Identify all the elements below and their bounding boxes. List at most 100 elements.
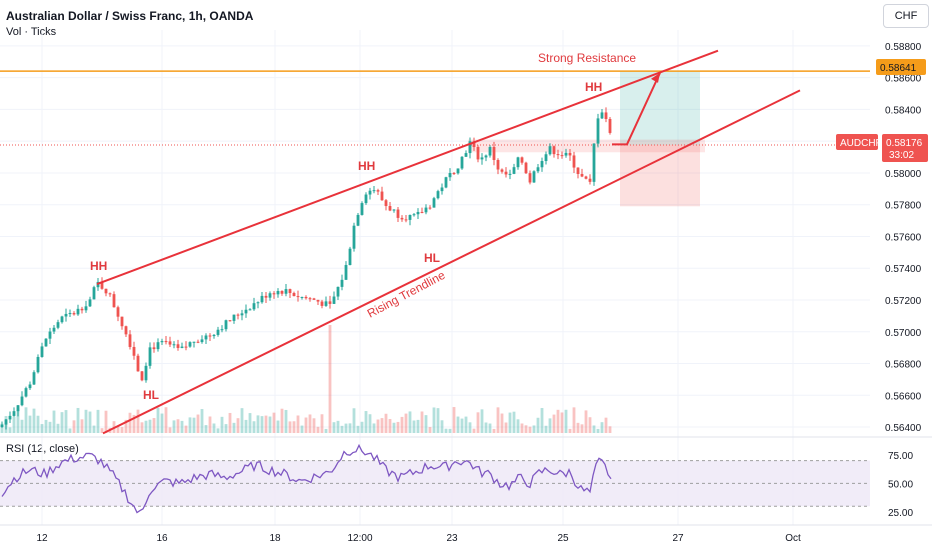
volume-bar	[452, 407, 456, 433]
volume-bar	[100, 428, 104, 433]
candle-body	[188, 342, 192, 347]
volume-bar	[68, 428, 72, 433]
candle-body	[112, 294, 116, 308]
candle-body	[276, 291, 280, 295]
candle-body	[356, 214, 360, 226]
volume-bar	[72, 420, 76, 433]
candle-body	[336, 286, 340, 297]
volume-bar	[556, 409, 560, 433]
volume-bar	[532, 425, 536, 433]
volume-bar	[96, 409, 100, 433]
candle-body	[244, 309, 248, 314]
x-tick-label: 25	[557, 533, 569, 544]
volume-bar	[484, 422, 488, 433]
volume-bar	[360, 421, 364, 433]
volume-bar	[492, 428, 496, 433]
volume-bar	[16, 407, 20, 433]
candle-body	[488, 146, 492, 156]
candle-body	[20, 396, 24, 406]
upper-channel-line	[96, 49, 719, 286]
volume-bar	[364, 411, 368, 433]
candle-body	[48, 331, 52, 339]
volume-bar	[208, 416, 212, 433]
candles	[0, 107, 612, 430]
volume-bar	[200, 409, 204, 433]
candle-body	[280, 291, 284, 294]
volume-bars	[0, 325, 612, 433]
candle-body	[168, 341, 172, 345]
candle-body	[328, 301, 332, 304]
candle-body	[492, 146, 496, 160]
candle-body	[444, 177, 448, 188]
candle-body	[468, 141, 472, 154]
y-tick-label: 0.56800	[885, 360, 922, 371]
candle-body	[344, 265, 348, 280]
candle-body	[36, 356, 40, 373]
x-tick-label: 12	[36, 533, 48, 544]
volume-bar	[292, 421, 296, 433]
volume-bar	[48, 421, 52, 433]
volume-bar	[8, 427, 12, 433]
rsi-tick-label: 25.00	[888, 508, 913, 519]
volume-bar	[12, 416, 16, 433]
volume-bar	[144, 420, 148, 433]
strong-resistance-label: Strong Resistance	[538, 51, 636, 65]
volume-bar	[444, 428, 448, 433]
volume-bar	[404, 413, 408, 433]
volume-bar	[40, 424, 44, 433]
candle-body	[364, 194, 368, 204]
candle-body	[572, 155, 576, 168]
candle-body	[32, 372, 36, 385]
candle-body	[424, 207, 428, 213]
candle-body	[416, 211, 420, 215]
volume-bar	[420, 411, 424, 433]
volume-bar	[172, 420, 176, 433]
volume-bar	[592, 425, 596, 433]
candle-body	[176, 344, 180, 348]
candle-body	[60, 316, 64, 323]
volume-bar	[88, 411, 92, 433]
rsi-tick-label: 75.00	[888, 451, 913, 462]
symbol-tag-text: AUDCHF	[840, 138, 882, 149]
volume-bar	[528, 426, 532, 433]
candle-body	[56, 322, 60, 328]
candle-body	[312, 298, 316, 300]
candle-body	[560, 155, 564, 157]
y-tick-label: 0.56600	[885, 391, 922, 402]
volume-bar	[432, 407, 436, 433]
x-tick-label: 18	[269, 533, 281, 544]
candle-body	[144, 365, 148, 381]
candle-body	[508, 173, 512, 175]
y-tick-label: 0.56400	[885, 423, 922, 434]
volume-bar	[384, 413, 388, 433]
volume-bar	[440, 420, 444, 433]
volume-bar	[212, 423, 216, 433]
time-axis[interactable]: 12 16 18 12:00 23 25 27 Oct	[36, 533, 801, 544]
y-tick-label: 0.57200	[885, 296, 922, 307]
candle-body	[588, 178, 592, 182]
candle-body	[272, 293, 276, 295]
volume-bar	[196, 414, 200, 433]
currency-button[interactable]: CHF	[883, 4, 929, 28]
volume-bar	[540, 408, 544, 433]
candle-body	[472, 141, 476, 148]
y-tick-label: 0.58400	[885, 105, 922, 116]
volume-bar	[372, 423, 376, 433]
arrow-head	[651, 72, 660, 83]
y-tick-label: 0.58600	[885, 74, 922, 85]
candle-body	[548, 146, 552, 155]
countdown-text: 33:02	[889, 150, 914, 161]
volume-bar	[456, 416, 460, 433]
candle-body	[576, 167, 580, 174]
volume-bar	[596, 428, 600, 433]
candle-body	[484, 155, 488, 158]
candle-body	[108, 293, 112, 295]
volume-bar	[588, 417, 592, 433]
volume-bar	[36, 415, 40, 433]
candle-body	[544, 154, 548, 162]
volume-bar	[476, 412, 480, 433]
price-axis[interactable]: 0.588000.586000.584000.582000.580000.578…	[885, 42, 922, 434]
candle-body	[408, 214, 412, 220]
volume-bar	[80, 419, 84, 433]
